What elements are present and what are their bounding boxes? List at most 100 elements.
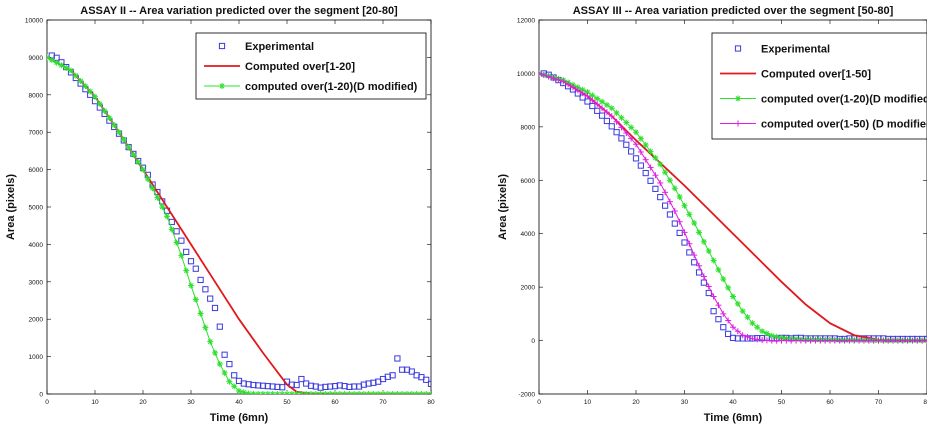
data-point <box>603 109 610 116</box>
data-point <box>734 45 742 52</box>
data-point <box>540 72 547 79</box>
data-point <box>399 391 406 394</box>
data-point <box>212 349 218 356</box>
data-point <box>63 64 70 71</box>
data-point <box>125 144 132 151</box>
x-tick-label: 0 <box>537 399 541 406</box>
data-point <box>730 324 736 331</box>
data-point <box>293 391 300 394</box>
chart-title: ASSAY II -- Area variation predicted ove… <box>80 5 398 17</box>
data-point <box>87 88 94 95</box>
data-point <box>317 391 324 394</box>
data-point <box>603 117 610 125</box>
data-point <box>691 252 698 259</box>
data-point <box>47 54 50 61</box>
x-tick-label: 30 <box>187 399 195 406</box>
data-point <box>173 239 180 246</box>
data-point <box>700 273 707 280</box>
legend-label: computed over(1-20)(D modified) <box>245 81 418 93</box>
data-point <box>710 293 717 300</box>
data-point <box>734 300 741 307</box>
data-point <box>759 328 766 335</box>
data-point <box>720 324 727 331</box>
data-point <box>730 293 736 300</box>
data-point <box>671 185 678 192</box>
legend-entry: Experimental <box>218 41 314 53</box>
data-point <box>671 208 678 215</box>
y-tick-label: 4000 <box>29 242 44 249</box>
data-point <box>394 391 401 394</box>
data-point <box>187 258 195 265</box>
data-point <box>637 148 644 155</box>
data-point <box>130 151 137 158</box>
data-point <box>77 77 84 84</box>
data-point <box>599 105 606 112</box>
data-point <box>356 391 362 394</box>
data-point <box>618 124 625 131</box>
legend-label: Experimental <box>761 44 830 56</box>
data-point <box>608 123 615 130</box>
chart-title: ASSAY III -- Area variation predicted ov… <box>573 5 894 17</box>
data-point <box>579 90 586 97</box>
x-tick-label: 0 <box>45 399 49 406</box>
data-point <box>111 122 118 129</box>
data-point <box>662 202 669 209</box>
data-point <box>594 95 601 102</box>
data-point <box>231 383 238 390</box>
data-point <box>613 118 620 125</box>
data-point <box>623 141 630 148</box>
y-tick-label: 2000 <box>29 317 44 324</box>
data-point <box>569 84 576 91</box>
data-point <box>192 296 199 303</box>
data-point <box>288 391 295 394</box>
data-point <box>763 330 770 337</box>
data-point <box>715 316 722 323</box>
data-point <box>53 59 60 66</box>
data-point <box>705 283 712 290</box>
data-point <box>192 265 199 272</box>
data-point <box>642 156 649 163</box>
data-point <box>545 73 552 80</box>
x-tick-label: 80 <box>427 399 435 406</box>
data-point <box>394 355 401 362</box>
data-point <box>216 361 223 368</box>
y-tick-label: 2000 <box>521 285 536 292</box>
data-point <box>739 332 746 339</box>
y-tick-label: 10000 <box>517 71 535 78</box>
data-point <box>560 78 567 85</box>
legend-entry: computed over(1-20)(D modified) <box>204 81 418 93</box>
data-point <box>226 360 233 368</box>
x-axis-label: Time (6mn) <box>704 412 763 424</box>
data-point <box>240 389 247 394</box>
data-point <box>303 391 310 394</box>
data-point <box>351 391 358 394</box>
data-point <box>720 310 727 317</box>
data-point <box>623 119 630 126</box>
legend-label: Computed over[1-50] <box>761 69 871 81</box>
data-point <box>744 314 751 321</box>
data-point <box>346 391 353 394</box>
data-point <box>657 161 664 168</box>
data-point <box>188 282 194 289</box>
series-1 <box>48 52 431 391</box>
data-point <box>101 107 108 114</box>
data-point <box>183 267 190 274</box>
y-tick-label: 9000 <box>29 55 44 62</box>
data-point <box>48 57 55 64</box>
legend-label: computed over(1-50) (D modified) <box>761 119 927 131</box>
data-point <box>197 276 204 284</box>
data-point <box>197 310 204 317</box>
data-point <box>106 114 113 121</box>
x-tick-label: 80 <box>923 399 927 406</box>
x-tick-label: 10 <box>91 399 99 406</box>
legend-label: computed over(1-20)(D modified) <box>761 94 927 106</box>
data-point <box>389 391 396 394</box>
data-point <box>226 378 233 385</box>
data-point <box>652 154 659 161</box>
data-point <box>618 135 625 142</box>
x-tick-label: 40 <box>729 399 737 406</box>
data-point <box>322 391 329 394</box>
y-tick-label: 7000 <box>29 130 44 137</box>
legend-label: Computed over[1-20] <box>245 61 355 73</box>
data-point <box>221 369 228 376</box>
